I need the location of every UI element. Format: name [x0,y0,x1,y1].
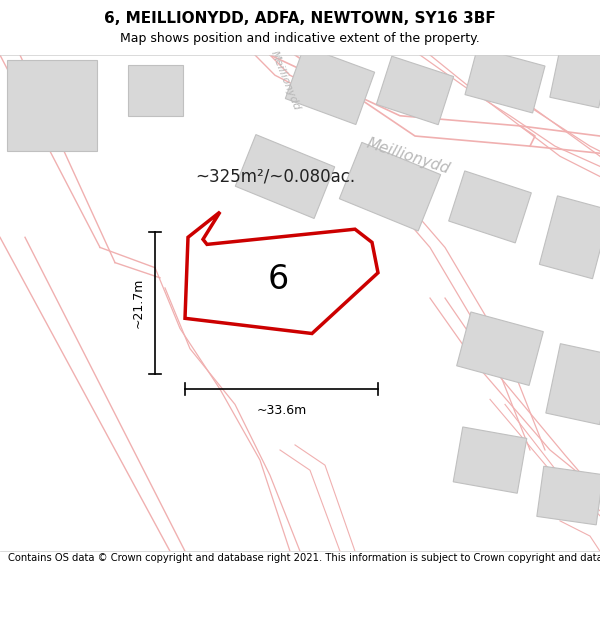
Polygon shape [286,46,374,124]
Polygon shape [185,212,378,334]
Polygon shape [7,60,97,151]
Polygon shape [235,134,335,219]
Text: Meillionydd: Meillionydd [365,136,452,177]
Polygon shape [550,42,600,107]
Polygon shape [128,65,182,116]
Polygon shape [453,427,527,493]
Text: 6: 6 [268,263,289,296]
Text: ~325m²/~0.080ac.: ~325m²/~0.080ac. [195,168,355,186]
Text: Contains OS data © Crown copyright and database right 2021. This information is : Contains OS data © Crown copyright and d… [8,554,600,564]
Text: Map shows position and indicative extent of the property.: Map shows position and indicative extent… [120,32,480,45]
Text: 6, MEILLIONYDD, ADFA, NEWTOWN, SY16 3BF: 6, MEILLIONYDD, ADFA, NEWTOWN, SY16 3BF [104,11,496,26]
Polygon shape [546,344,600,424]
Polygon shape [340,142,440,231]
Polygon shape [457,312,544,386]
Polygon shape [376,56,454,125]
Text: ~21.7m: ~21.7m [132,278,145,328]
Polygon shape [449,171,532,243]
Polygon shape [465,48,545,113]
Polygon shape [537,466,600,525]
Text: ~33.6m: ~33.6m [256,404,307,418]
Polygon shape [539,196,600,279]
Text: Meillionydd: Meillionydd [268,49,302,112]
